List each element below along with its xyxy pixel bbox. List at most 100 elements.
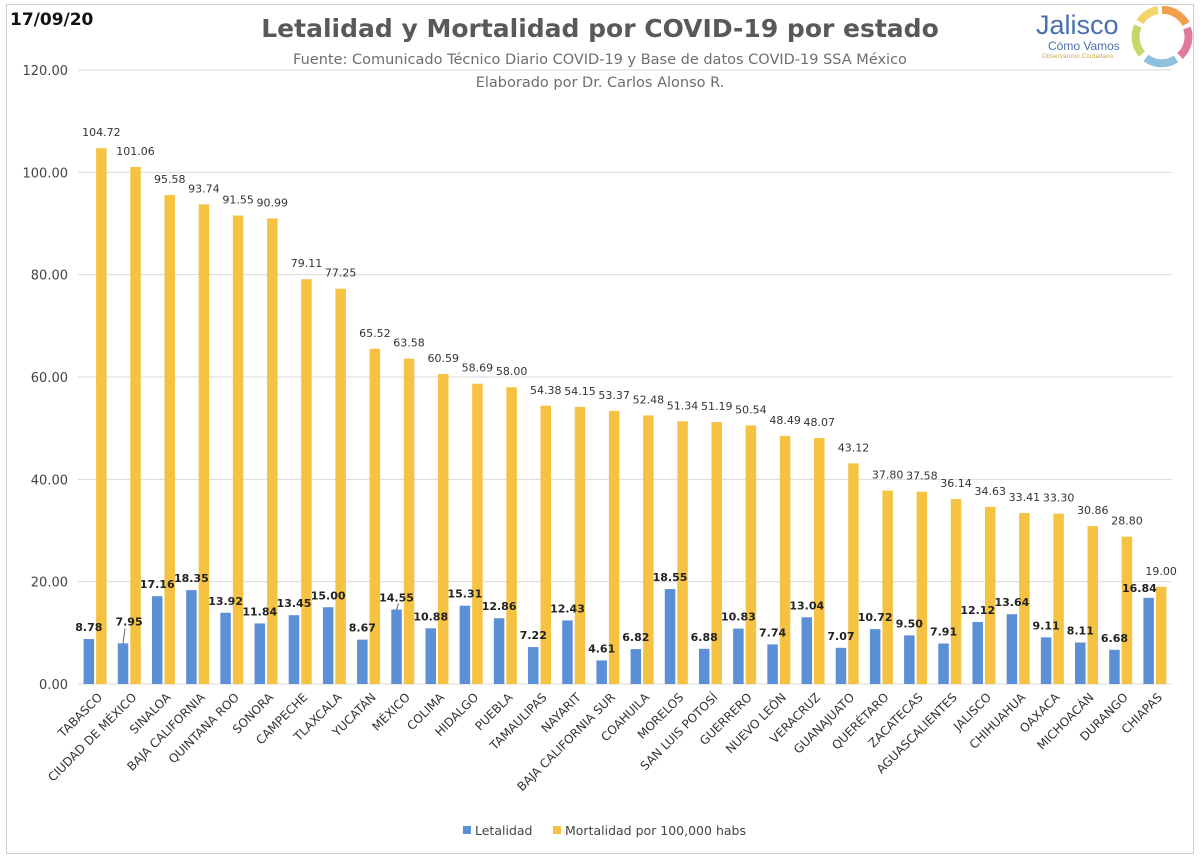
bar-mortalidad — [711, 422, 722, 684]
data-label-mortalidad: 77.25 — [325, 267, 357, 280]
data-label-letalidad: 12.12 — [960, 604, 995, 617]
bar-letalidad — [835, 647, 847, 684]
legend-swatch-mortalidad — [553, 826, 561, 834]
data-label-mortalidad: 52.48 — [633, 393, 665, 406]
data-label-mortalidad: 54.15 — [564, 385, 596, 398]
bar-mortalidad — [335, 288, 346, 684]
y-tick-label: 20.00 — [31, 576, 68, 591]
bar-letalidad — [186, 590, 197, 684]
data-labels: 104.72 8.78 101.06 7.95 95.58 17.16 93.74 18.35… — [75, 126, 1177, 655]
bar-mortalidad — [984, 506, 996, 684]
data-label-letalidad: 15.00 — [311, 589, 346, 602]
bar-letalidad — [288, 615, 300, 684]
data-label-mortalidad: 50.54 — [735, 403, 767, 416]
data-label-letalidad: 4.61 — [588, 642, 615, 655]
legend-label-mortalidad: Mortalidad por 100,000 habs — [565, 823, 746, 838]
data-label-letalidad: 12.86 — [482, 600, 517, 613]
bar-letalidad — [83, 639, 95, 684]
data-label-letalidad: 18.55 — [653, 571, 688, 584]
x-category-label: MÉXICO — [369, 690, 413, 734]
bar-mortalidad — [745, 425, 757, 684]
data-label-mortalidad: 91.55 — [222, 194, 254, 207]
data-label-letalidad: 10.83 — [721, 611, 756, 624]
bar-letalidad — [904, 635, 915, 684]
data-label-letalidad: 10.88 — [413, 610, 448, 623]
bar-letalidad — [596, 660, 607, 684]
data-label-mortalidad: 58.69 — [462, 362, 494, 375]
data-label-letalidad: 9.50 — [896, 617, 923, 630]
data-label-mortalidad: 19.00 — [1145, 565, 1177, 578]
bar-mortalidad — [130, 166, 141, 684]
bars — [83, 148, 1167, 685]
data-label-letalidad: 6.68 — [1101, 632, 1128, 645]
bar-mortalidad — [369, 348, 381, 684]
bar-mortalidad — [1121, 536, 1133, 684]
bar-letalidad — [1143, 597, 1154, 684]
bar-mortalidad — [1019, 513, 1030, 684]
jalisco-como-vamos-logo: Jalisco Cómo Vamos Observatorio Ciudadan… — [1030, 6, 1195, 68]
data-label-mortalidad: 34.63 — [974, 485, 1006, 498]
y-tick-label: 120.00 — [23, 64, 69, 79]
data-label-mortalidad: 37.58 — [906, 470, 938, 483]
chart-title: Letalidad y Mortalidad por COVID-19 por … — [261, 14, 939, 43]
y-tick-label: 80.00 — [31, 269, 68, 284]
data-label-mortalidad: 48.07 — [804, 416, 836, 429]
data-label-letalidad: 9.11 — [1033, 619, 1060, 632]
data-label-letalidad: 7.74 — [759, 626, 786, 639]
data-label-letalidad: 7.22 — [520, 629, 547, 642]
data-label-mortalidad: 104.72 — [82, 126, 121, 139]
data-label-letalidad: 14.55 — [379, 592, 414, 605]
data-label-mortalidad: 48.49 — [769, 414, 801, 427]
data-label-letalidad: 13.92 — [208, 595, 243, 608]
bar-letalidad — [869, 629, 881, 684]
bar-letalidad — [972, 621, 983, 684]
bar-letalidad — [254, 623, 266, 684]
chart-subtitle-author: Elaborado por Dr. Carlos Alonso R. — [475, 75, 725, 91]
bar-letalidad — [562, 620, 573, 684]
data-label-letalidad: 13.45 — [277, 597, 312, 610]
bar-mortalidad — [540, 405, 552, 684]
data-label-mortalidad: 33.30 — [1043, 492, 1075, 505]
data-label-mortalidad: 28.80 — [1111, 515, 1143, 528]
data-label-letalidad: 11.84 — [242, 605, 277, 618]
data-label-mortalidad: 90.99 — [257, 196, 289, 209]
data-label-mortalidad: 30.86 — [1077, 504, 1109, 517]
logo-name: Jalisco — [1036, 10, 1119, 40]
bar-mortalidad — [301, 279, 312, 684]
bar-letalidad — [664, 589, 676, 684]
bar-mortalidad — [882, 490, 893, 684]
bar-mortalidad — [198, 204, 210, 685]
bar-letalidad — [493, 618, 505, 684]
data-label-letalidad: 13.64 — [995, 596, 1030, 609]
bar-mortalidad — [96, 148, 107, 684]
y-tick-label: 60.00 — [31, 371, 68, 386]
data-label-mortalidad: 95.58 — [154, 173, 186, 186]
legend-label-letalidad: Letalidad — [475, 823, 532, 838]
data-label-mortalidad: 58.00 — [496, 365, 528, 378]
y-axis-ticks: 0.00 20.00 40.00 60.00 80.00 100.00 120.00 — [23, 64, 69, 693]
data-label-mortalidad: 43.12 — [838, 441, 870, 454]
logo-subline: Observatorio Ciudadano — [1042, 54, 1114, 60]
bar-letalidad — [425, 628, 436, 684]
x-category-label: NUEVO LEÓN — [722, 690, 789, 757]
bar-letalidad — [220, 612, 231, 684]
data-label-letalidad: 8.67 — [349, 622, 376, 635]
bar-letalidad — [801, 617, 813, 684]
bar-mortalidad — [506, 387, 517, 684]
data-label-mortalidad: 65.52 — [359, 327, 391, 340]
data-label-letalidad: 15.31 — [448, 588, 483, 601]
bar-letalidad — [151, 596, 163, 684]
data-label-letalidad: 12.43 — [550, 602, 585, 615]
bar-letalidad — [459, 605, 471, 684]
legend-swatch-letalidad — [463, 826, 471, 834]
bar-mortalidad — [916, 491, 928, 684]
logo-ring-icon — [1131, 6, 1193, 68]
bar-mortalidad — [1155, 586, 1167, 684]
bar-mortalidad — [437, 373, 449, 684]
data-label-mortalidad: 93.74 — [188, 182, 220, 195]
bar-mortalidad — [779, 435, 791, 684]
data-label-letalidad: 8.11 — [1067, 625, 1094, 638]
bar-letalidad — [938, 643, 949, 684]
bar-mortalidad — [472, 383, 483, 684]
